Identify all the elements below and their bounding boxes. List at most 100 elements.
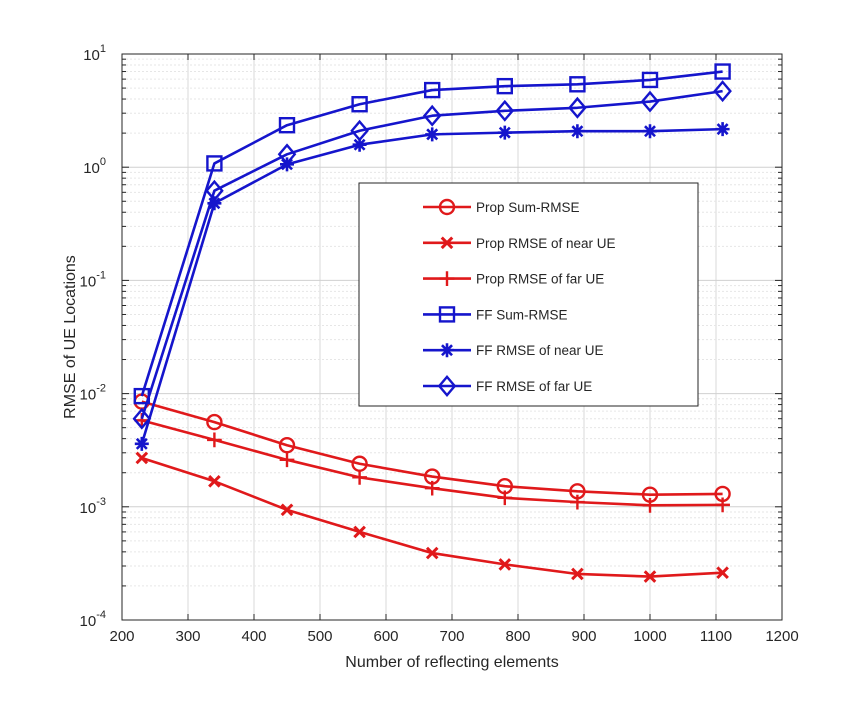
legend-label: FF RMSE of far UE xyxy=(476,379,592,394)
marker-x xyxy=(498,558,512,571)
x-tick-label: 1200 xyxy=(765,628,798,645)
data-point xyxy=(277,143,297,166)
data-point xyxy=(715,497,730,513)
data-point xyxy=(568,96,587,119)
data-point xyxy=(424,480,440,496)
data-point xyxy=(570,124,585,139)
series-prop-rmse-of-near-ue xyxy=(135,451,729,583)
y-tick-label: 10-4 xyxy=(80,609,106,630)
marker-plus xyxy=(642,497,658,513)
marker-diamond xyxy=(495,99,515,122)
marker-plus xyxy=(207,432,222,448)
data-point xyxy=(498,558,512,571)
x-tick-label: 1100 xyxy=(700,628,732,645)
data-point xyxy=(716,566,729,579)
data-point xyxy=(278,116,296,134)
marker-square xyxy=(641,71,659,89)
data-point xyxy=(497,490,513,506)
marker-star xyxy=(715,122,730,137)
series-prop-rmse-of-far-ue xyxy=(134,413,730,513)
marker-plus xyxy=(497,490,513,506)
y-tick-base: 10 xyxy=(83,160,100,177)
marker-x xyxy=(716,566,729,579)
x-tick-label: 800 xyxy=(505,628,530,645)
data-point xyxy=(569,76,586,93)
legend-box xyxy=(358,182,699,407)
x-tick-label: 600 xyxy=(373,628,398,645)
x-tick-label: 400 xyxy=(241,628,266,645)
marker-star xyxy=(134,436,149,451)
data-point xyxy=(422,104,442,127)
series-group xyxy=(132,63,732,583)
marker-circle xyxy=(278,437,296,454)
marker-plus xyxy=(715,497,730,513)
legend-label: FF Sum-RMSE xyxy=(476,307,568,322)
data-point xyxy=(279,452,295,468)
x-axis-label: Number of reflecting elements xyxy=(345,654,558,671)
marker-star xyxy=(207,196,222,211)
legend-item: Prop RMSE of near UE xyxy=(423,236,616,251)
marker-x xyxy=(280,503,294,517)
data-point xyxy=(353,525,366,539)
legend-item: Prop Sum-RMSE xyxy=(423,198,580,216)
marker-star xyxy=(440,343,454,358)
marker-x xyxy=(440,236,454,250)
y-tick-base: 10 xyxy=(80,500,97,517)
data-point xyxy=(280,503,294,517)
marker-diamond xyxy=(713,80,732,103)
marker-diamond xyxy=(640,90,660,113)
y-tick-label: 10-3 xyxy=(80,496,106,517)
marker-square xyxy=(438,306,456,323)
data-point xyxy=(714,63,731,80)
marker-square xyxy=(569,76,586,93)
series-ff-sum-rmse xyxy=(133,63,731,405)
data-point xyxy=(642,497,658,513)
marker-circle xyxy=(438,198,456,216)
legend-label: Prop RMSE of far UE xyxy=(476,272,604,287)
data-point xyxy=(351,96,368,113)
data-point xyxy=(206,155,223,172)
data-point xyxy=(207,432,222,448)
marker-x xyxy=(643,570,657,583)
y-tick-exponent: -2 xyxy=(96,383,106,395)
legend-label: Prop RMSE of near UE xyxy=(476,236,616,251)
y-axis-label: RMSE of UE Locations xyxy=(62,255,79,419)
y-tick-label: 100 xyxy=(83,156,106,177)
y-tick-base: 10 xyxy=(80,387,97,404)
data-point xyxy=(425,546,439,560)
series-line xyxy=(141,400,723,496)
marker-diamond xyxy=(350,119,369,142)
marker-diamond xyxy=(437,375,457,397)
data-point xyxy=(571,567,584,581)
marker-square xyxy=(278,116,296,134)
y-tick-label: 10-1 xyxy=(80,269,106,290)
legend-label: Prop Sum-RMSE xyxy=(476,200,580,215)
data-point xyxy=(641,71,659,89)
data-point xyxy=(205,179,224,202)
marker-star xyxy=(570,124,585,139)
marker-x xyxy=(135,451,149,465)
marker-circle xyxy=(206,413,223,431)
data-point xyxy=(278,437,296,454)
data-point xyxy=(206,413,223,431)
data-point xyxy=(352,470,367,485)
marker-x xyxy=(571,567,584,581)
x-tick-label: 300 xyxy=(175,628,200,645)
y-tick-exponent: 0 xyxy=(100,156,106,168)
marker-diamond xyxy=(422,104,442,127)
data-point xyxy=(135,451,149,465)
y-tick-base: 10 xyxy=(80,273,97,290)
marker-star xyxy=(643,124,657,139)
marker-diamond xyxy=(277,143,297,166)
y-tick-label: 10-2 xyxy=(80,383,106,404)
data-point xyxy=(643,570,657,583)
marker-plus xyxy=(279,452,295,468)
marker-square xyxy=(714,63,731,80)
x-tick-label: 200 xyxy=(109,628,134,645)
data-point xyxy=(134,436,149,451)
data-point xyxy=(713,80,732,103)
series-line xyxy=(140,70,723,397)
data-point xyxy=(132,407,152,430)
legend-item: FF RMSE of near UE xyxy=(423,343,604,358)
